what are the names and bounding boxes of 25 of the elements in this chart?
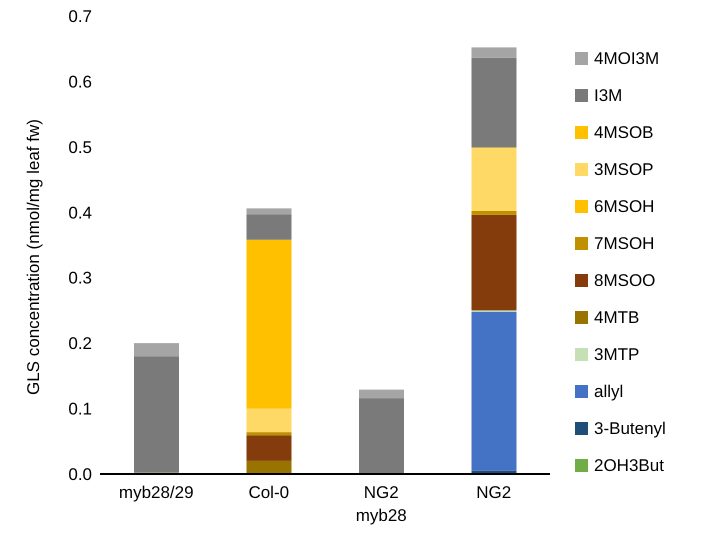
legend-label: 4MTB (594, 308, 640, 328)
y-tick-label: 0.6 (68, 72, 92, 92)
legend-label: 3MSOP (594, 160, 654, 180)
y-tick-label: 0.0 (68, 465, 92, 484)
legend-label: 8MSOO (594, 270, 656, 290)
y-tick-label: 0.7 (68, 7, 92, 26)
y-tick-label: 0.1 (68, 400, 92, 419)
legend-label: 3-Butenyl (594, 418, 666, 438)
x-tick-label: NG2 (476, 483, 512, 502)
legend-label: 4MOI3M (594, 48, 660, 68)
legend-label: 2OH3But (594, 456, 664, 476)
y-tick-label: 0.4 (68, 203, 92, 222)
legend-label: I3M (594, 86, 622, 106)
legend-label: allyl (594, 382, 624, 402)
x-tick-label: myb28/29 (118, 483, 194, 502)
legend-label: 6MSOH (594, 196, 654, 216)
x-tick-label: NG2 myb28 (356, 483, 407, 525)
x-tick-label: Col-0 (248, 483, 290, 502)
legend-label: 3MTP (594, 344, 640, 364)
y-tick-label: 0.2 (68, 334, 92, 354)
y-axis-title: GLS concentration (nmol/mg leaf fw) (24, 119, 44, 395)
legend-label: 4MSOB (594, 122, 654, 142)
y-tick-label: 0.5 (68, 138, 92, 157)
legend-label: 7MSOH (594, 234, 654, 254)
y-tick-label: 0.3 (68, 268, 92, 288)
